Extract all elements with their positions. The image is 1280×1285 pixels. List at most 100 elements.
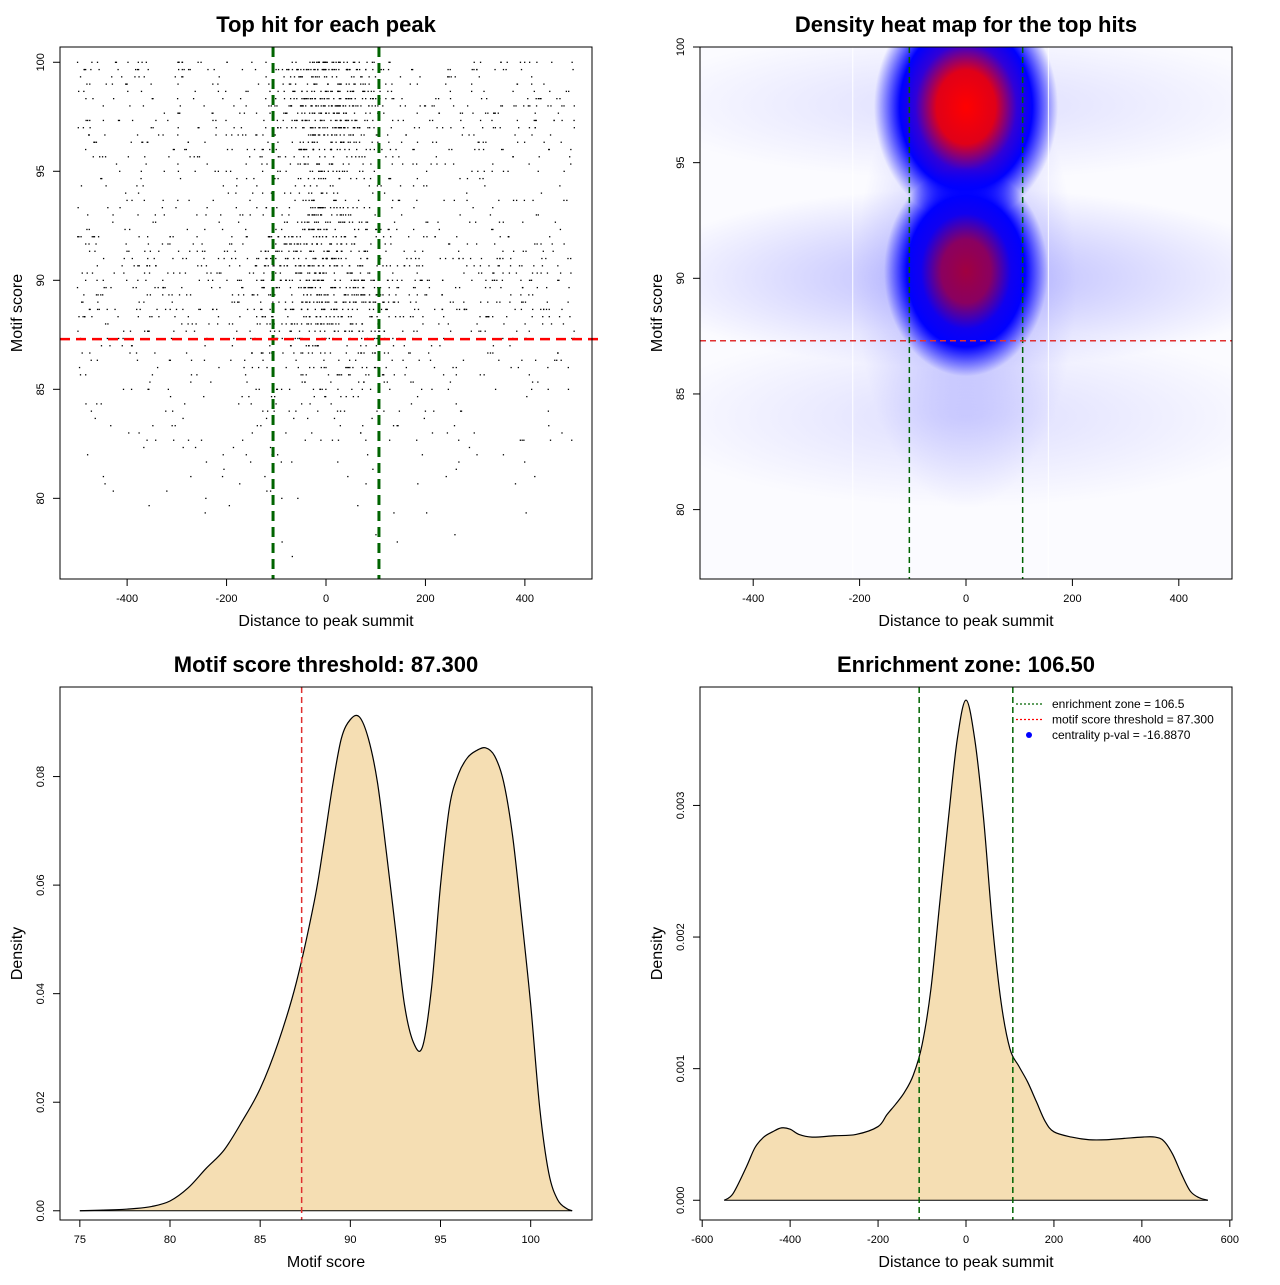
scatter-point <box>428 279 430 281</box>
scatter-point <box>524 323 526 325</box>
scatter-point <box>272 265 274 267</box>
scatter-point <box>212 279 214 281</box>
scatter-point <box>489 214 492 216</box>
scatter-point <box>178 68 180 71</box>
scatter-point <box>560 359 562 361</box>
scatter-point <box>413 207 415 209</box>
scatter-point <box>172 272 175 274</box>
scatter-point <box>89 83 91 85</box>
scatter-point <box>277 68 280 71</box>
scatter-point <box>361 76 363 78</box>
scatter-point <box>323 98 325 100</box>
scatter-point <box>366 257 369 260</box>
scatter-point <box>334 279 336 281</box>
scatter-point <box>134 76 136 78</box>
scatter-point <box>269 446 272 449</box>
scatter-point <box>87 119 89 122</box>
scatter-point <box>359 272 362 274</box>
scatter-point <box>418 359 420 361</box>
scatter-point <box>499 127 501 129</box>
scatter-point <box>162 134 164 136</box>
scatter-point <box>392 119 394 122</box>
scatter-point <box>233 105 235 107</box>
scatter-point <box>408 265 411 267</box>
scatter-point <box>147 257 149 260</box>
scatter-point <box>364 250 366 252</box>
scatter-point <box>291 308 293 311</box>
scatter-point <box>326 250 329 252</box>
scatter-point <box>344 330 346 332</box>
scatter-point <box>333 308 335 311</box>
scatter-point <box>324 330 326 332</box>
scatter-point <box>521 439 523 441</box>
scatter-point <box>341 265 343 267</box>
scatter-point <box>262 214 264 216</box>
scatter-point <box>485 279 487 281</box>
scatter-point <box>401 279 403 281</box>
scatter-point <box>161 243 164 245</box>
scatter-point <box>338 323 340 325</box>
scatter-point <box>111 83 114 85</box>
scatter-point <box>426 279 429 281</box>
scatter-point <box>333 207 335 209</box>
scatter-point <box>357 228 360 231</box>
scatter-point <box>561 432 563 434</box>
scatter-point <box>148 265 151 267</box>
scatter-point <box>137 214 139 216</box>
scatter-point <box>342 163 344 165</box>
scatter-point <box>242 214 244 216</box>
scatter-point <box>96 279 98 281</box>
scatter-point <box>154 221 157 223</box>
scatter-point <box>430 163 432 165</box>
scatter-point <box>349 286 351 289</box>
scatter-point <box>245 454 247 456</box>
y-tick-label: 0.08 <box>35 766 47 787</box>
scatter-point <box>387 228 389 231</box>
scatter-point <box>101 156 104 158</box>
scatter-point <box>496 301 498 303</box>
scatter-point <box>380 257 382 260</box>
scatter-point <box>249 461 252 463</box>
scatter-point <box>261 163 263 165</box>
scatter-point <box>194 446 197 449</box>
scatter-point <box>516 330 518 332</box>
scatter-point <box>331 76 333 78</box>
scatter-point <box>363 301 365 303</box>
scatter-point <box>168 359 171 361</box>
x-tick-label: 90 <box>344 1234 356 1246</box>
scatter-point <box>330 119 332 122</box>
scatter-point <box>215 127 217 129</box>
scatter-point <box>512 156 514 158</box>
scatter-point <box>482 127 484 129</box>
scatter-point <box>396 541 398 543</box>
scatter-point <box>541 257 543 260</box>
scatter-point <box>492 112 495 114</box>
scatter-point <box>200 61 202 63</box>
scatter-point <box>348 265 350 267</box>
scatter-point <box>276 250 278 252</box>
scatter-point <box>317 265 320 267</box>
scatter-point <box>288 279 291 281</box>
scatter-point <box>375 345 378 347</box>
scatter-point <box>519 439 521 441</box>
scatter-point <box>484 112 487 114</box>
scatter-point <box>222 185 225 187</box>
scatter-point <box>290 105 292 107</box>
scatter-point <box>311 141 313 143</box>
scatter-point <box>147 68 149 71</box>
scatter-point <box>385 366 387 369</box>
scatter-point <box>459 410 462 412</box>
scatter-point <box>327 221 329 223</box>
scatter-point <box>387 301 390 303</box>
scatter-point <box>333 265 335 267</box>
scatter-point <box>364 294 366 296</box>
scatter-point <box>158 316 160 318</box>
scatter-point <box>388 228 390 231</box>
scatter-point <box>376 316 378 318</box>
scatter-point <box>174 76 176 78</box>
scatter-point <box>500 105 502 107</box>
scatter-point <box>334 286 337 289</box>
scatter-point <box>278 330 281 332</box>
scatter-point <box>167 388 169 391</box>
